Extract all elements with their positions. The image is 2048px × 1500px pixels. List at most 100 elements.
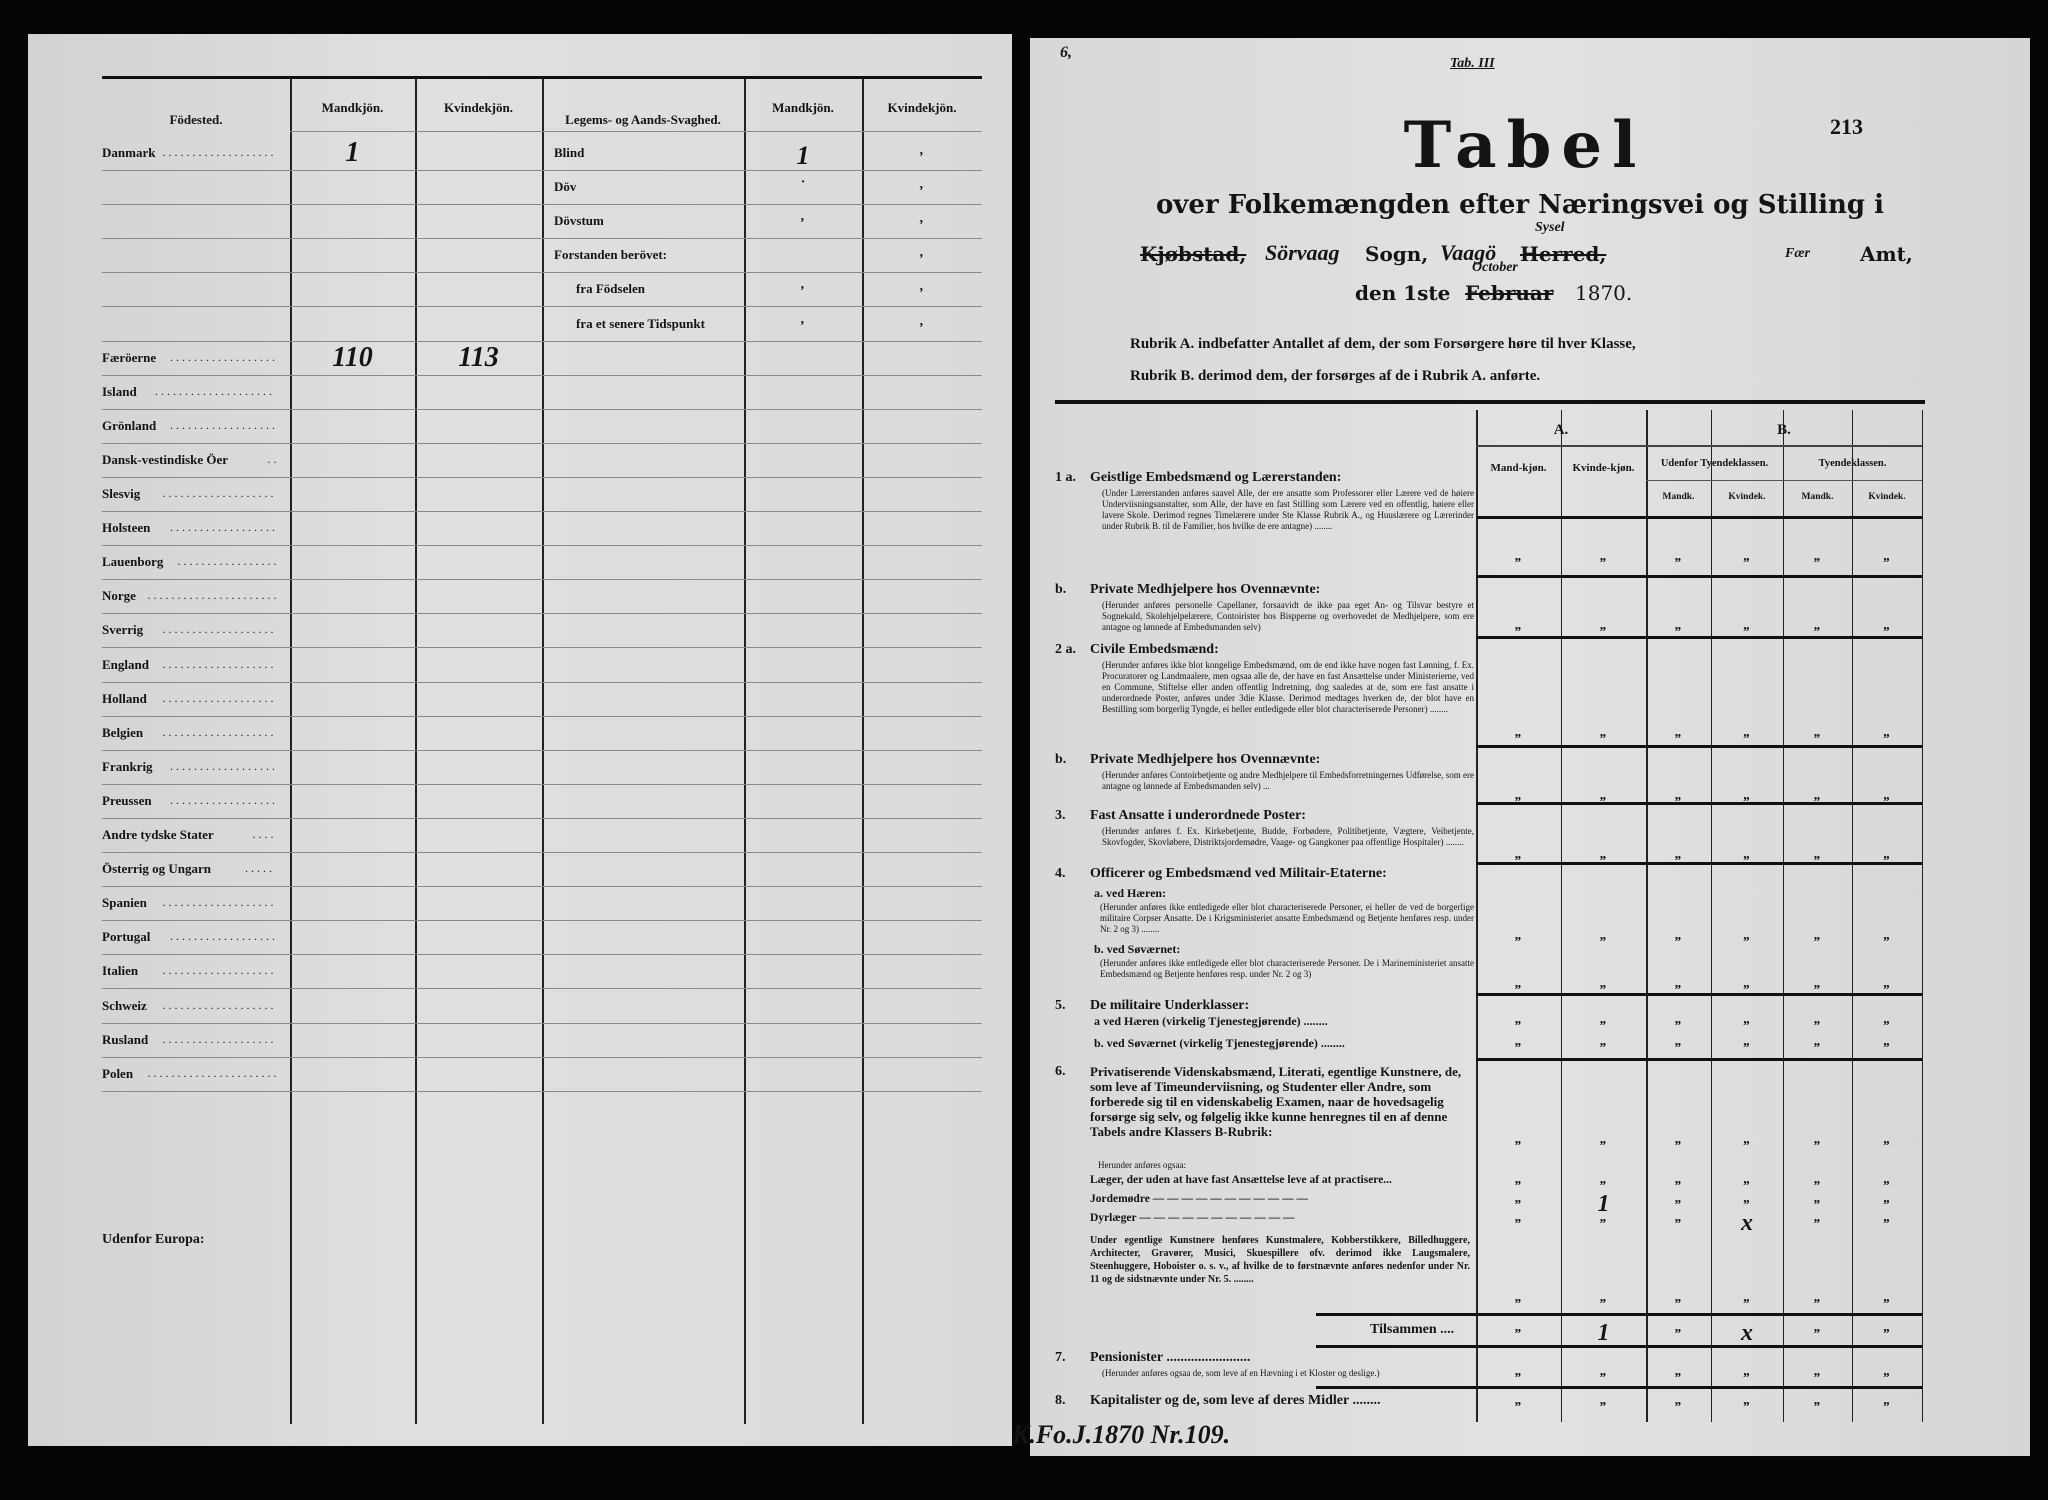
cell-value: x (1741, 1210, 1753, 1236)
header-b-outside: Udenfor Tyendeklassen. (1660, 458, 1769, 469)
cell-value: „ (1675, 788, 1682, 803)
male-count: 1 (345, 137, 360, 168)
cell-value: „ (1883, 928, 1891, 943)
section-number: 1 a. (1055, 470, 1076, 485)
cell-value: „ (1814, 976, 1821, 991)
row-rule (102, 306, 982, 308)
table-top-rule (1055, 400, 1925, 404)
row-rule (102, 613, 982, 615)
row-rule (102, 852, 982, 853)
row-rule (102, 749, 982, 751)
leader-dots: ................... (162, 963, 277, 978)
infirmity-label: Blind (554, 145, 585, 160)
location-herred-hand: Sysel (1535, 220, 1565, 235)
cell-value: „ (1600, 847, 1607, 862)
cell-value: „ (1814, 1393, 1821, 1408)
row-rule (1476, 802, 1922, 805)
birthplace-label: Portugal (102, 929, 151, 945)
cell-value: „ (1883, 1191, 1891, 1206)
row-rule (102, 783, 982, 785)
sub-label: b. ved Søværnet: (1094, 942, 1181, 956)
cell-value: „ (1883, 976, 1891, 991)
header-birthplace: Födested. (169, 112, 223, 127)
cell-value: „ (1814, 1290, 1821, 1305)
infirm-male-count: · (801, 175, 805, 191)
row-rule (102, 1022, 982, 1024)
cell-value: „ (1814, 1320, 1821, 1335)
leader-dots: ................... (162, 486, 277, 500)
row-rule (102, 954, 982, 956)
birthplace-label: Schweiz (102, 997, 147, 1013)
row-rule (102, 170, 982, 171)
cell-value: „ (1675, 1290, 1682, 1305)
birthplace-label: Grönland (102, 417, 157, 433)
birthplace-label: Österrig og Ungarn (102, 861, 212, 877)
total-label: Tilsammen .... (1370, 1322, 1455, 1337)
sub-note: (Herunder anføres ikke entledigede eller… (1100, 902, 1474, 934)
cell-value: „ (1743, 976, 1751, 991)
section-number: 4. (1055, 866, 1066, 881)
infirm-male-count: ‚ (800, 311, 806, 327)
left-page: Födested. Mandkjön. Kvindekjön. Legems- og … (28, 34, 1012, 1446)
infirm-male-count: ‚ (800, 277, 806, 293)
cell-value: „ (1600, 1034, 1607, 1049)
leader-dots: .................. (170, 929, 278, 944)
cell-value: „ (1743, 928, 1751, 943)
cell-value: „ (1883, 1012, 1891, 1027)
top-rule (102, 76, 982, 79)
row-rule (102, 579, 982, 581)
birthplace-label: Dansk-vestindiske Öer (102, 451, 229, 467)
cell-value: „ (1600, 1172, 1607, 1187)
rubrik-a-note: Rubrik A. indbefatter Antallet af dem, d… (1130, 336, 1636, 352)
infirm-male-count: 1 (796, 141, 810, 170)
header-male-infirm: Mandkjön. (772, 100, 834, 115)
infirmity-label: fra et senere Tidspunkt (576, 315, 705, 331)
column-divider (862, 78, 864, 1424)
cell-value: „ (1883, 1290, 1891, 1305)
cell-value: „ (1600, 1393, 1607, 1408)
cell-value: „ (1883, 1210, 1891, 1225)
location-amt: Amt, (1860, 242, 1913, 266)
row-rule (1316, 1345, 1922, 1348)
cell-value: x (1741, 1320, 1753, 1346)
location-district-hand: Vaagö (1440, 240, 1497, 265)
row-rule (102, 340, 982, 342)
leader-dots: ................... (162, 724, 277, 739)
leader-dots: .................. (170, 792, 278, 807)
infirm-female-count: ‚ (919, 211, 925, 227)
section-title: Officerer og Embedsmænd ved Militair-Eta… (1090, 866, 1387, 881)
sub-label: Dyrlæger — — — — — — — — — — — (1090, 1212, 1295, 1224)
cell-value: „ (1515, 928, 1522, 943)
row-rule (102, 374, 982, 376)
cell-value: 1 (1597, 1320, 1610, 1346)
cell-value: „ (1600, 549, 1607, 564)
row-rule (1476, 575, 1922, 578)
birthplace-label: Lauenborg (102, 554, 164, 570)
header-a-female: Kvinde-kjøn. (1572, 462, 1635, 474)
cell-value: „ (1883, 788, 1891, 803)
header-kvindek: Kvindek. (1868, 492, 1906, 502)
section-number: 7. (1055, 1350, 1066, 1365)
leader-dots: .. (267, 451, 280, 466)
column-divider (542, 78, 544, 1424)
cell-value: „ (1743, 1191, 1751, 1206)
row-rule (102, 204, 982, 206)
section-number: 6. (1055, 1064, 1066, 1079)
section-number: b. (1055, 752, 1067, 767)
date-month-hand: October (1472, 260, 1518, 275)
birthplace-label: Andre tydske Stater (102, 827, 214, 842)
row-rule (102, 1090, 982, 1092)
cell-value: „ (1883, 1364, 1891, 1379)
infirmity-label: fra Födselen (576, 281, 645, 297)
cell-value: „ (1743, 1393, 1751, 1408)
row-rule (1476, 1058, 1922, 1061)
section-note: (Herunder anføres ikke blot kongelige Em… (1102, 660, 1474, 714)
section-note: (Herunder anføres ogsaa de, som leve af … (1102, 1368, 1380, 1378)
leader-dots: ...................... (147, 588, 280, 603)
header-rule (1476, 445, 1922, 447)
leader-dots: ................. (177, 554, 280, 569)
row-rule (1476, 516, 1922, 519)
leader-dots: .................... (155, 383, 275, 398)
section-number: 3. (1055, 808, 1066, 823)
cell-value: „ (1675, 549, 1682, 564)
